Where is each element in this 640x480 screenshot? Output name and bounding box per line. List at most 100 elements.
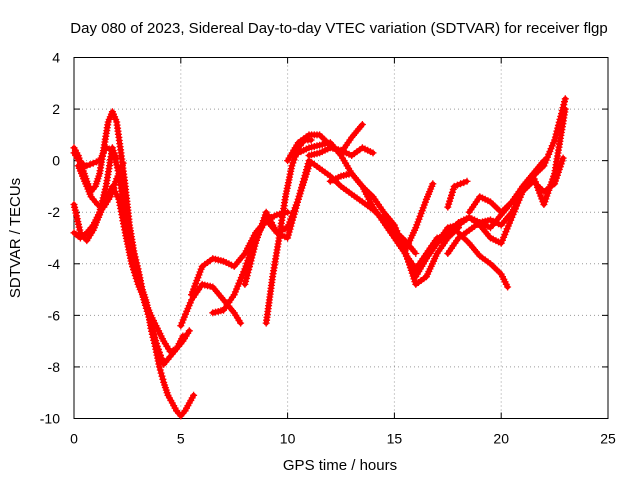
data-series (70, 95, 569, 420)
plus-marker (504, 283, 512, 291)
plus-marker (297, 186, 305, 194)
plus-marker (89, 159, 97, 167)
plus-marker (369, 149, 377, 157)
x-tick-label: 10 (280, 431, 296, 447)
plus-marker (293, 201, 301, 209)
plus-marker (450, 182, 458, 190)
y-tick-label: 4 (52, 50, 60, 66)
plus-marker (185, 327, 193, 335)
plus-marker (301, 172, 309, 179)
plus-marker (294, 195, 302, 203)
y-tick-label: 0 (52, 153, 60, 169)
plus-marker (291, 153, 299, 161)
plus-marker (444, 203, 452, 211)
x-tick-label: 25 (600, 431, 616, 447)
series-arc-21 (465, 105, 569, 216)
plus-marker (250, 245, 258, 253)
plus-marker (169, 346, 177, 354)
series-arc-4 (70, 144, 121, 170)
plus-marker (153, 342, 161, 350)
plus-marker (248, 254, 256, 262)
plus-marker (190, 391, 198, 399)
plus-marker (83, 162, 91, 170)
plus-marker (108, 187, 116, 195)
plus-marker (245, 266, 253, 274)
plus-marker (304, 160, 312, 168)
plus-marker (111, 181, 119, 189)
x-tick-label: 20 (493, 431, 509, 447)
y-tick-label: -8 (48, 359, 61, 375)
plus-marker (154, 345, 162, 353)
plus-marker (155, 348, 163, 356)
plus-marker (561, 95, 569, 103)
plus-marker (97, 202, 105, 210)
plus-marker (294, 198, 301, 206)
plus-marker (412, 250, 420, 257)
plus-marker (130, 269, 138, 277)
chart-title: Day 080 of 2023, Sidereal Day-to-day VTE… (70, 20, 607, 37)
plus-marker (290, 156, 298, 164)
y-tick-label: -4 (48, 256, 61, 272)
plus-marker (284, 234, 292, 242)
plus-marker (453, 181, 461, 189)
plus-marker (156, 366, 164, 374)
plus-marker (158, 354, 166, 362)
x-axis-label: GPS time / hours (283, 457, 397, 474)
plus-marker (166, 348, 174, 355)
plus-marker (286, 225, 294, 233)
x-tick-label: 15 (387, 431, 403, 447)
plus-marker (119, 159, 127, 167)
plus-marker (129, 263, 137, 271)
plus-marker (80, 161, 88, 168)
plus-marker (463, 177, 471, 185)
plus-marker (358, 121, 366, 128)
plus-marker (448, 191, 455, 199)
plus-marker (110, 184, 117, 192)
plus-marker (132, 275, 140, 282)
y-tick-label: -10 (40, 411, 60, 427)
series-arc-20 (455, 229, 512, 291)
y-tick-label: 2 (52, 101, 60, 117)
x-tick-label: 5 (177, 431, 185, 447)
plus-marker (102, 144, 110, 152)
plus-marker (460, 179, 468, 187)
plus-marker (288, 219, 296, 227)
tick-labels: 0 5 10 15 20 25 -10 -8 -6 -4 -2 0 2 4 (40, 50, 616, 447)
plus-marker (159, 375, 167, 383)
plus-marker (288, 162, 296, 170)
plus-marker (284, 231, 292, 239)
plus-marker (158, 372, 166, 380)
plus-marker (299, 178, 307, 185)
plus-marker (289, 213, 297, 221)
series-arc-19 (444, 177, 471, 211)
y-tick-label: -6 (48, 307, 61, 323)
plus-marker (303, 163, 311, 171)
plus-marker (429, 180, 437, 188)
plus-marker (561, 105, 569, 113)
plus-marker (246, 260, 254, 268)
plus-marker (287, 222, 295, 230)
plus-marker (113, 154, 121, 162)
plus-marker (92, 158, 100, 166)
y-axis-label: SDTVAR / TECUs (7, 178, 24, 298)
plus-marker (157, 351, 164, 359)
plus-marker (242, 278, 250, 285)
plus-marker (112, 178, 120, 186)
plus-marker (457, 180, 465, 188)
series-arc-5 (74, 159, 127, 211)
plus-marker (157, 369, 165, 377)
plus-marker (290, 210, 298, 218)
plus-marker (289, 159, 297, 167)
grid-lines (74, 57, 608, 419)
plus-marker (560, 101, 568, 109)
plus-marker (559, 154, 567, 162)
plus-marker (291, 207, 299, 215)
plus-marker (449, 185, 457, 193)
y-tick-label: -2 (48, 204, 61, 220)
plus-marker (298, 183, 306, 191)
plus-marker (155, 363, 163, 371)
x-tick-label: 0 (70, 431, 78, 447)
plus-marker (106, 193, 114, 201)
plus-marker (446, 197, 454, 205)
